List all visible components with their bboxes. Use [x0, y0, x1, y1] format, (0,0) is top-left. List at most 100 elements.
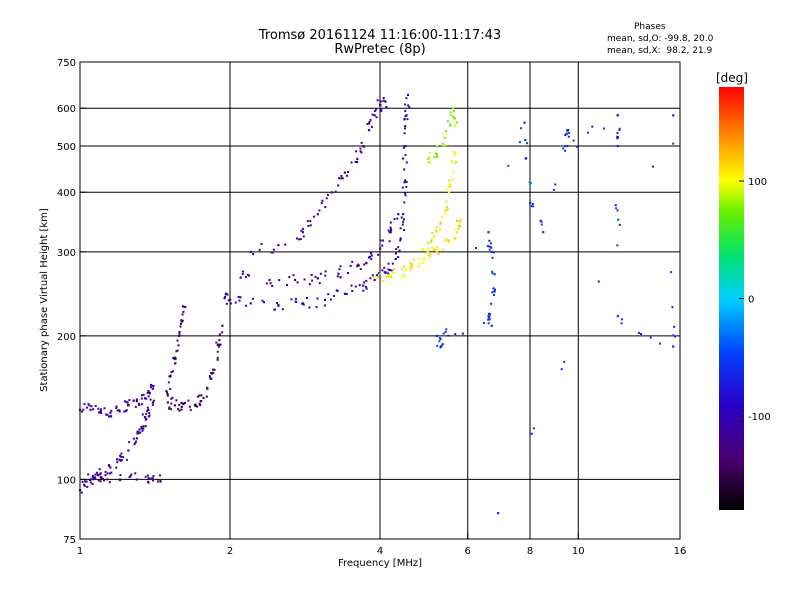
data-point [356, 265, 359, 268]
data-point [405, 97, 408, 100]
data-point [301, 231, 305, 234]
data-point [616, 144, 619, 148]
data-point [447, 334, 450, 337]
data-point [272, 248, 275, 251]
data-point [452, 150, 455, 153]
data-point [336, 275, 339, 278]
data-point [98, 411, 101, 414]
data-point [524, 139, 527, 142]
data-point [140, 427, 143, 430]
data-point [94, 404, 97, 407]
data-point [296, 237, 299, 240]
data-point [340, 175, 343, 178]
x-axis-label: Frequency [MHz] [338, 558, 422, 569]
data-point [390, 269, 393, 272]
data-point [436, 145, 439, 148]
data-point [395, 248, 398, 251]
data-point [196, 395, 199, 398]
data-point [136, 432, 139, 435]
data-point [458, 224, 461, 227]
data-point [98, 468, 101, 471]
data-point [146, 474, 149, 477]
data-point [88, 404, 91, 407]
data-point [362, 284, 365, 287]
data-point [134, 472, 137, 475]
data-point [435, 153, 438, 156]
data-point [449, 122, 452, 125]
data-point [493, 290, 496, 293]
data-point [403, 118, 406, 121]
data-point [566, 144, 569, 148]
data-point [196, 405, 199, 408]
data-point [379, 239, 382, 242]
data-point [365, 287, 368, 290]
data-point [488, 315, 491, 318]
data-point [151, 403, 154, 406]
data-point [94, 473, 97, 476]
data-point [388, 273, 391, 276]
data-point [108, 481, 111, 484]
data-point [380, 108, 383, 111]
data-point [118, 458, 121, 461]
data-point [442, 248, 445, 251]
data-point [616, 315, 619, 318]
data-point [103, 407, 106, 410]
data-point [443, 132, 446, 135]
data-point [393, 268, 396, 271]
data-point [387, 262, 390, 265]
data-point [404, 154, 407, 157]
data-point [359, 147, 362, 150]
data-point [451, 161, 454, 164]
data-point [404, 124, 407, 127]
data-point [363, 263, 366, 266]
data-point [563, 360, 566, 363]
data-point [387, 229, 390, 232]
data-point [145, 397, 148, 400]
data-point [223, 297, 226, 300]
data-point [349, 264, 352, 267]
data-point [427, 157, 430, 161]
data-point [405, 114, 408, 117]
data-point [187, 399, 190, 402]
data-point [405, 180, 408, 183]
data-point [403, 228, 406, 231]
data-point [404, 103, 407, 106]
data-point [411, 263, 414, 266]
chart-title: Tromsø 20161124 11:16:00-11:17:43 [258, 28, 502, 43]
data-point [411, 266, 414, 269]
data-point [338, 268, 341, 271]
data-point [450, 111, 453, 114]
data-point [216, 350, 219, 353]
data-point [269, 282, 272, 285]
data-point [337, 184, 340, 187]
data-point [301, 227, 304, 230]
data-points [79, 93, 676, 515]
data-point [390, 229, 393, 232]
data-point [616, 135, 619, 138]
data-point [616, 114, 619, 117]
data-point [351, 260, 354, 263]
data-point [343, 171, 347, 174]
data-point [437, 253, 440, 256]
data-point [365, 279, 368, 282]
data-point [107, 464, 110, 467]
data-point [119, 479, 122, 482]
data-point [119, 459, 122, 462]
data-point [451, 107, 455, 110]
data-point [435, 152, 438, 155]
data-point [382, 99, 385, 102]
data-point [360, 151, 363, 154]
data-point [224, 295, 227, 298]
data-point [221, 324, 224, 327]
data-point [402, 146, 405, 149]
data-point [404, 192, 407, 195]
data-point [373, 276, 376, 279]
data-point [92, 408, 95, 411]
data-point [446, 120, 449, 123]
data-point [369, 277, 372, 280]
data-point [359, 268, 362, 271]
data-point [427, 247, 430, 250]
data-point [519, 127, 522, 130]
data-point [180, 405, 183, 408]
data-point [388, 240, 391, 243]
